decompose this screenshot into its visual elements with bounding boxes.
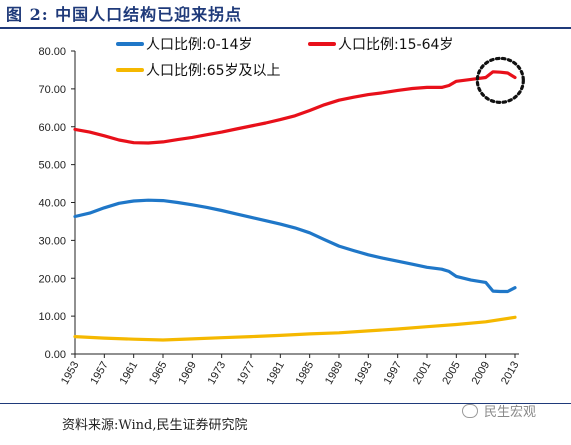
x-tick-label: 1957 bbox=[88, 360, 111, 387]
chart-annotation bbox=[475, 56, 525, 104]
x-tick-label: 2001 bbox=[411, 360, 434, 387]
y-tick-label: 20.00 bbox=[38, 273, 66, 285]
y-tick-label: 60.00 bbox=[38, 122, 66, 134]
chart-axes bbox=[74, 51, 519, 355]
y-tick-label: 80.00 bbox=[38, 46, 66, 58]
x-tick-label: 2013 bbox=[499, 360, 522, 387]
wechat-icon bbox=[462, 404, 478, 418]
series-lines bbox=[73, 70, 517, 342]
x-tick-label: 1981 bbox=[264, 360, 287, 387]
x-tick-label: 1953 bbox=[59, 360, 82, 387]
source-note: 资料来源:Wind,民生证券研究院 bbox=[62, 418, 248, 433]
series-line-0 bbox=[73, 198, 517, 294]
title-divider bbox=[0, 27, 571, 29]
y-tick-label: 50.00 bbox=[38, 160, 66, 172]
x-tick-label: 2009 bbox=[470, 359, 493, 386]
legend-label-0: 人口比例:0-14岁 bbox=[146, 37, 253, 53]
x-tick-label: 1961 bbox=[118, 360, 141, 387]
y-tick-label: 70.00 bbox=[38, 84, 66, 96]
x-tick-label: 1993 bbox=[352, 360, 375, 387]
series-line-2 bbox=[73, 315, 517, 342]
x-tick-label: 2005 bbox=[440, 360, 463, 387]
watermark-text: 民生宏观 bbox=[484, 405, 537, 420]
figure-title: 图 2: 中国人口结构已迎来拐点 bbox=[6, 5, 243, 24]
line-chart: 0.00 10.00 20.00 30.00 40.00 50.00 60.00 70.00 8… bbox=[38, 37, 525, 387]
series-line-1 bbox=[73, 70, 517, 145]
y-tick-label: 40.00 bbox=[38, 198, 66, 210]
y-tick-label: 0.00 bbox=[45, 349, 66, 361]
x-tick-label: 1969 bbox=[176, 360, 199, 387]
legend-label-1: 人口比例:15-64岁 bbox=[338, 37, 453, 53]
highlight-circle bbox=[475, 56, 525, 104]
x-tick-label: 1973 bbox=[206, 360, 229, 387]
y-tick-label: 30.00 bbox=[38, 235, 66, 247]
legend-label-2: 人口比例:65岁及以上 bbox=[146, 63, 281, 79]
y-tick-label: 10.00 bbox=[38, 311, 66, 323]
x-tick-label: 1997 bbox=[382, 360, 405, 387]
watermark: 民生宏观 bbox=[462, 401, 536, 420]
footer-divider bbox=[0, 403, 571, 404]
x-tick-label: 1977 bbox=[235, 360, 258, 387]
x-tick-label: 1965 bbox=[147, 360, 170, 387]
x-tick-label: 1985 bbox=[294, 360, 317, 387]
x-tick-label: 1989 bbox=[323, 360, 346, 387]
